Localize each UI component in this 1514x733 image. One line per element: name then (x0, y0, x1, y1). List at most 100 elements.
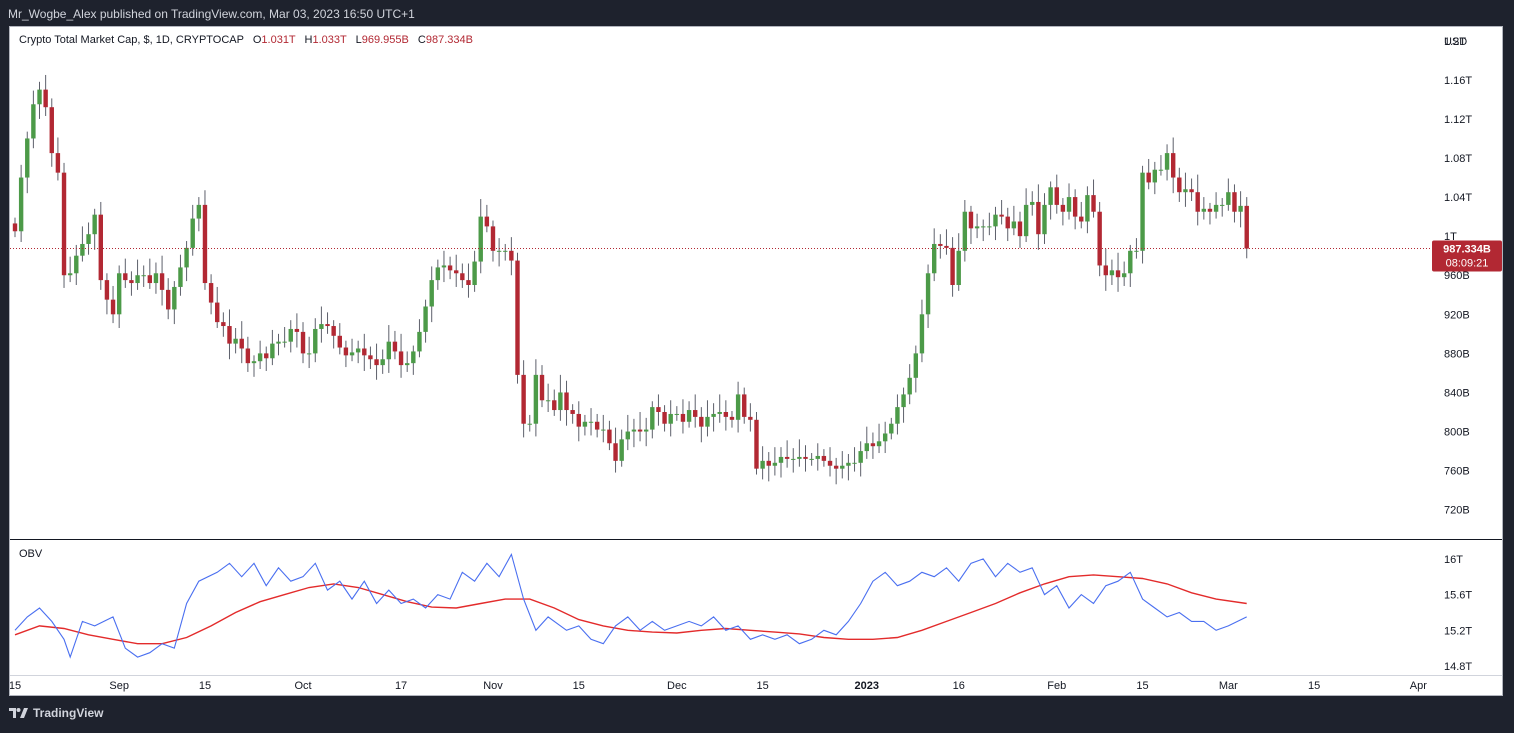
candle-body (172, 286, 177, 310)
candle-body (1115, 270, 1121, 278)
candle-body (166, 289, 171, 310)
candle-body (466, 280, 471, 285)
candle-body (735, 394, 741, 420)
candle-body (196, 204, 202, 219)
candle-body (876, 441, 882, 447)
time-axis-tick: 2023 (855, 680, 879, 692)
candle-body (129, 280, 134, 284)
candle-body (1158, 169, 1164, 171)
candle-body (208, 283, 214, 303)
candle-body (552, 400, 557, 411)
candle-body (1189, 189, 1194, 193)
candle-body (631, 429, 637, 432)
candle-body (993, 214, 998, 227)
candle-body (821, 455, 827, 461)
candle-body (968, 211, 974, 229)
candle-body (778, 456, 784, 463)
candle-body (1226, 192, 1231, 205)
candle-body (999, 214, 1004, 217)
candle-body (913, 353, 919, 378)
candle-body (509, 250, 514, 261)
candle-body (772, 462, 778, 466)
open-key: O (252, 34, 262, 46)
time-axis-tick: 15 (1136, 680, 1148, 692)
candle-body (521, 374, 526, 424)
time-axis-tick: Dec (667, 680, 687, 692)
candle-body (496, 250, 502, 252)
candle-body (656, 407, 661, 412)
price-tag-value: 987.334B (1443, 244, 1491, 256)
candle-body (748, 416, 753, 420)
candle-body (1201, 208, 1207, 212)
candle-body (650, 407, 655, 430)
candle-body (809, 458, 814, 460)
time-axis-tick: Sep (109, 680, 129, 692)
candle-body (1054, 187, 1059, 205)
candle-body (25, 138, 30, 178)
candle-body (539, 374, 545, 401)
candle-body (852, 462, 857, 464)
chart-frame[interactable]: Crypto Total Market Cap, $, 1D, CRYPTOCA… (9, 26, 1503, 696)
candle-body (398, 351, 404, 366)
candle-body (1079, 216, 1084, 222)
candle-body (251, 361, 257, 364)
candle-body (74, 255, 79, 274)
candle-body (386, 341, 392, 360)
price-axis-tick: 920B (1444, 309, 1470, 321)
candle-body (349, 352, 355, 356)
candle-body (699, 416, 704, 427)
candle-body (202, 204, 208, 284)
candle-body (981, 226, 986, 228)
obv-axis-tick: 15.2T (1444, 625, 1472, 637)
high-value: 1.033T (312, 34, 347, 46)
candle-body (1085, 195, 1090, 222)
candle-body (760, 460, 765, 469)
candle-body (974, 226, 980, 229)
candle-body (86, 234, 91, 244)
candle-body (1011, 221, 1017, 229)
candle-body (313, 328, 318, 354)
candle-body (245, 348, 251, 364)
candle-body (784, 456, 790, 459)
candle-body (1146, 172, 1151, 183)
candle-body (135, 275, 140, 284)
candle-body (337, 335, 342, 348)
candle-body (362, 348, 367, 356)
candle-body (1072, 197, 1078, 217)
candle-body (441, 265, 447, 268)
time-axis-tick: Oct (294, 680, 311, 692)
tradingview-footer[interactable]: TradingView (9, 706, 103, 720)
candle-body (37, 89, 42, 105)
candle-body (1023, 204, 1029, 237)
candle-body (797, 456, 802, 459)
candle-body (306, 353, 312, 355)
time-axis-tick: Feb (1047, 680, 1066, 692)
candle-body (662, 412, 667, 424)
candle-body (1152, 169, 1158, 183)
candle-body (98, 214, 103, 281)
candle-body (447, 265, 453, 271)
candle-body (190, 218, 195, 248)
high-key: H (304, 34, 313, 46)
candle-body (1195, 192, 1200, 212)
candle-body (545, 400, 551, 402)
obv-ma-line (14, 574, 1247, 645)
price-tag-countdown: 08:09:21 (1446, 258, 1489, 270)
chart-legend: Crypto Total Market Cap, $, 1D, CRYPTOCA… (19, 34, 473, 46)
candle-body (882, 433, 888, 442)
time-axis-tick: 15 (1308, 680, 1320, 692)
candle-body (625, 431, 630, 440)
candle-body (92, 214, 97, 235)
candle-body (325, 324, 330, 327)
time-axis-tick: 15 (199, 680, 211, 692)
candle-body (270, 343, 275, 359)
candle-body (938, 243, 943, 246)
candle-body (962, 211, 968, 251)
candle-body (233, 338, 238, 344)
close-key: C (417, 34, 426, 46)
candle-body (870, 443, 876, 447)
obv-line (14, 552, 1247, 659)
candle-body (527, 423, 532, 425)
candle-body (472, 261, 477, 285)
